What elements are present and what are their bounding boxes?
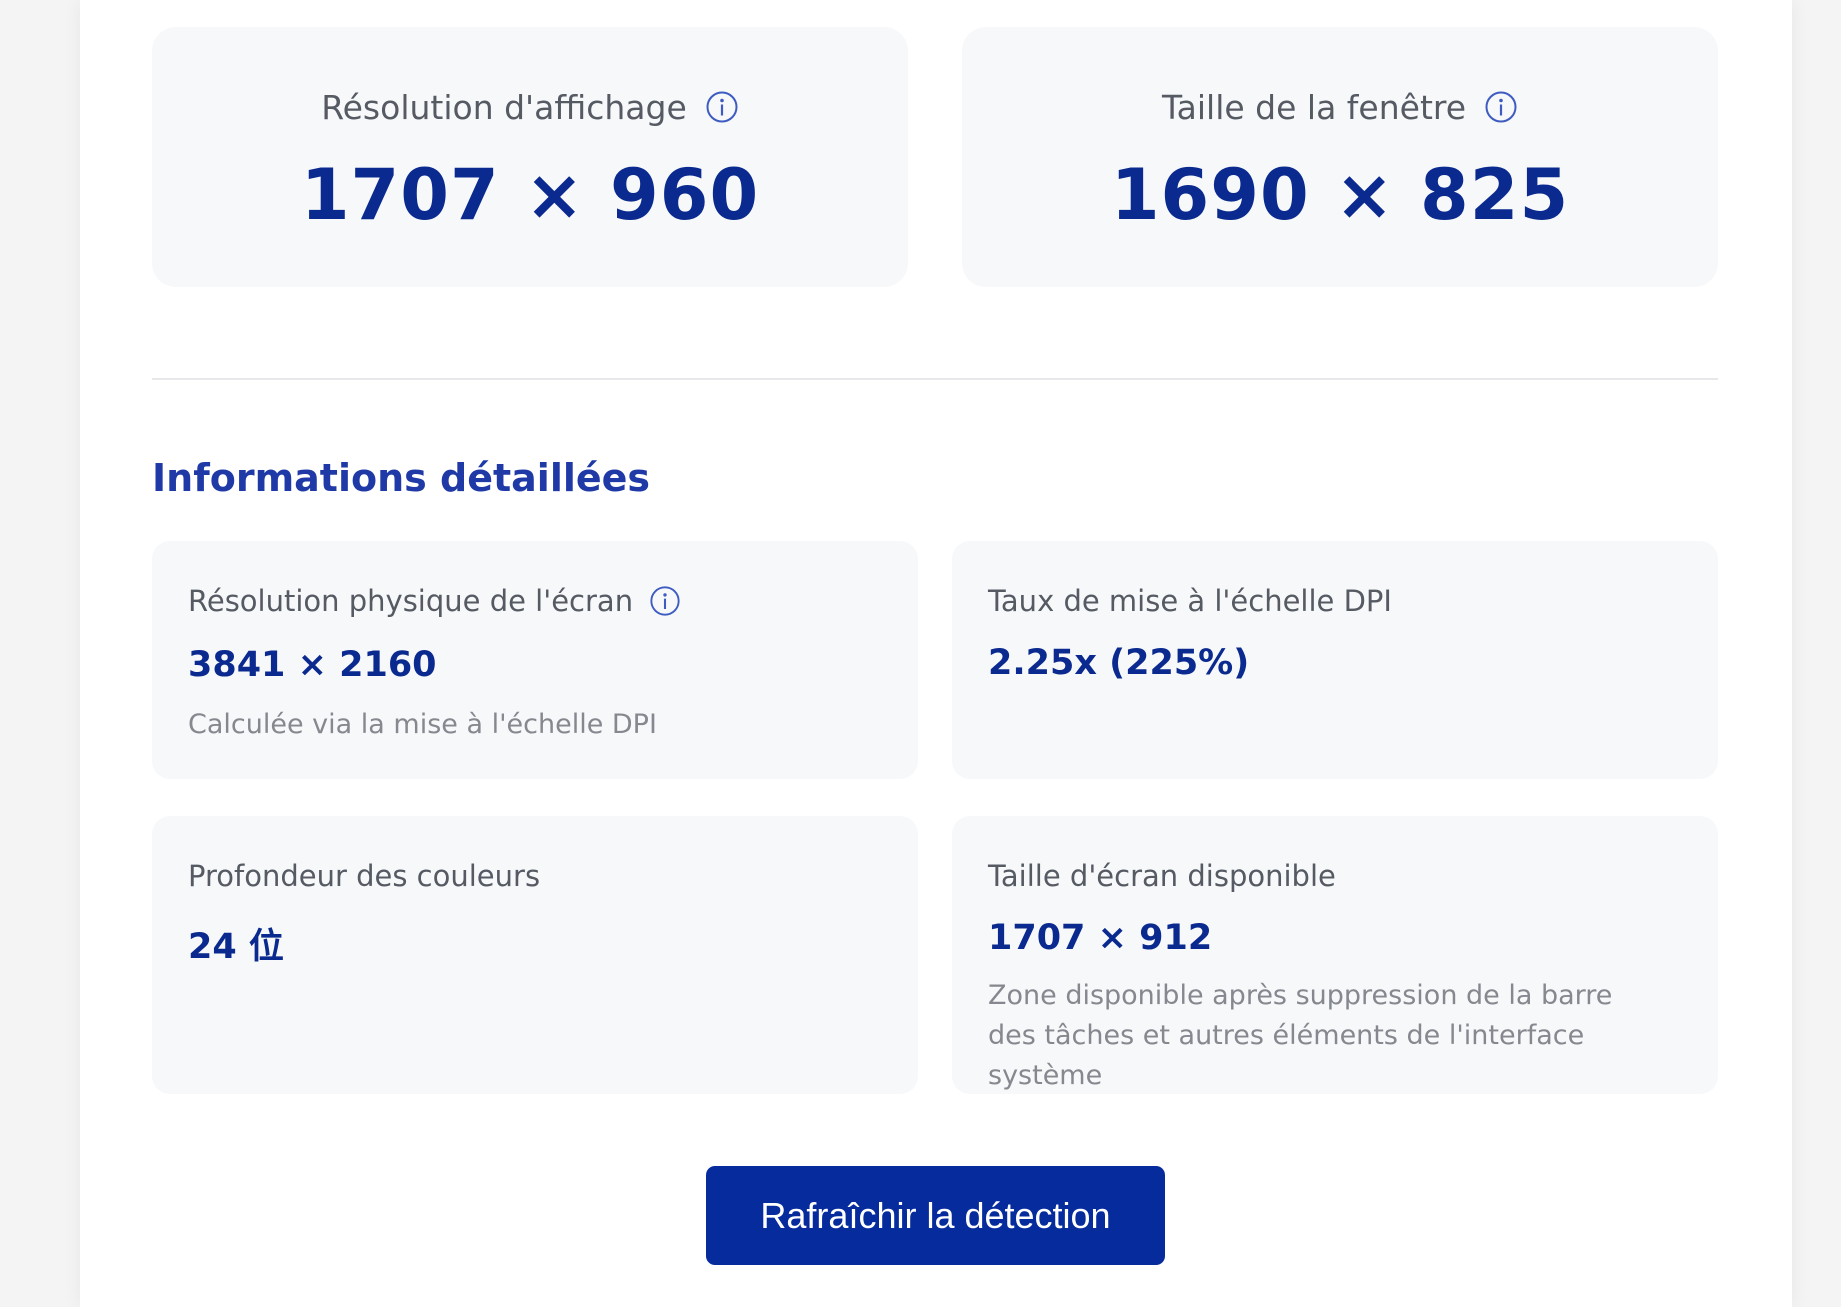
hero-row: Résolution d'affichage 1707 × 960 Taille… [152, 27, 1718, 287]
available-size-value: 1707 × 912 [988, 918, 1213, 958]
color-depth-value: 24 位 [188, 927, 284, 967]
dpi-scaling-label: Taux de mise à l'échelle DPI [988, 584, 1392, 618]
window-size-header: Taille de la fenêtre [1162, 85, 1518, 129]
available-size-label: Taille d'écran disponible [988, 859, 1336, 893]
info-icon[interactable] [649, 585, 681, 617]
section-divider [152, 378, 1718, 380]
dpi-scaling-header: Taux de mise à l'échelle DPI [988, 581, 1392, 621]
info-icon[interactable] [1484, 90, 1518, 124]
physical-resolution-header: Résolution physique de l'écran [188, 581, 681, 621]
color-depth-header: Profondeur des couleurs [188, 856, 540, 896]
physical-resolution-note: Calculée via la mise à l'échelle DPI [188, 709, 657, 740]
details-section-title: Informations détaillées [152, 456, 651, 500]
physical-resolution-label: Résolution physique de l'écran [188, 584, 634, 618]
display-resolution-value: 1707 × 960 [300, 154, 760, 236]
refresh-detection-button[interactable]: Rafraîchir la détection [706, 1166, 1165, 1265]
info-icon[interactable] [705, 90, 739, 124]
available-size-note: Zone disponible après suppression de la … [988, 980, 1613, 1091]
physical-resolution-value: 3841 × 2160 [188, 645, 437, 685]
dpi-scaling-card: Taux de mise à l'échelle DPI 2.25x (225%… [952, 541, 1718, 779]
color-depth-label: Profondeur des couleurs [188, 859, 541, 893]
color-depth-card: Profondeur des couleurs 24 位 [152, 816, 918, 1094]
available-size-header: Taille d'écran disponible [988, 856, 1336, 896]
window-size-value: 1690 × 825 [1110, 154, 1570, 236]
window-size-card: Taille de la fenêtre 1690 × 825 [962, 27, 1718, 287]
display-resolution-header: Résolution d'affichage [321, 85, 739, 129]
available-size-card: Taille d'écran disponible 1707 × 912 Zon… [952, 816, 1718, 1094]
display-resolution-card: Résolution d'affichage 1707 × 960 [152, 27, 908, 287]
physical-resolution-card: Résolution physique de l'écran 3841 × 21… [152, 541, 918, 779]
window-size-label: Taille de la fenêtre [1161, 87, 1467, 127]
display-resolution-label: Résolution d'affichage [321, 87, 687, 127]
main-content: Résolution d'affichage 1707 × 960 Taille… [80, 0, 1792, 1307]
dpi-scaling-value: 2.25x (225%) [988, 643, 1250, 683]
